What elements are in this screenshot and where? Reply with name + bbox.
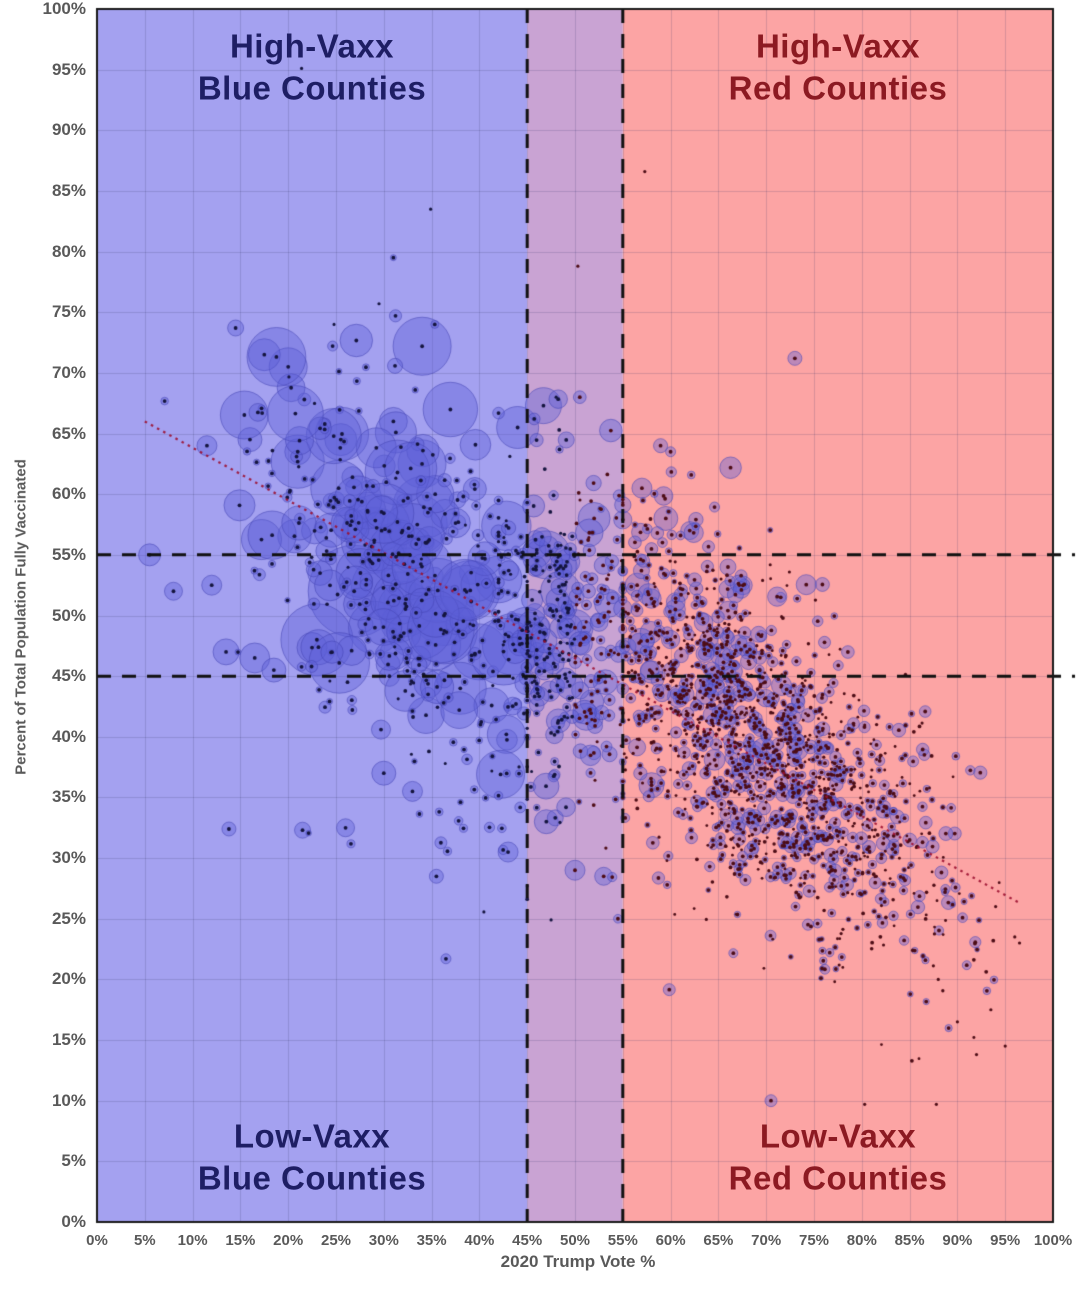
y-tick-label: 25% xyxy=(51,908,86,928)
x-tick-label: 85% xyxy=(894,1232,925,1249)
x-tick-label: 15% xyxy=(225,1232,256,1249)
y-tick-label: 40% xyxy=(51,726,86,746)
x-tick-label: 70% xyxy=(751,1232,782,1249)
quadrant-label-line: High-Vaxx xyxy=(229,27,395,65)
y-tick-label: 20% xyxy=(51,969,86,989)
x-tick-label: 75% xyxy=(798,1232,830,1249)
y-tick-label: 0% xyxy=(61,1212,86,1231)
quadrant-label-low-vaxx-blue: Low-Vaxx Blue Counties xyxy=(198,1115,426,1198)
quadrant-label-low-vaxx-red: Low-Vaxx Red Counties xyxy=(729,1115,948,1198)
y-tick-label: 35% xyxy=(51,787,86,807)
x-tick-label: 65% xyxy=(703,1232,734,1249)
y-tick-label: 10% xyxy=(51,1090,86,1110)
quadrant-label-high-vaxx-red: High-Vaxx Red Counties xyxy=(729,25,948,108)
x-tick-label: 25% xyxy=(320,1232,352,1249)
y-tick-label: 70% xyxy=(51,362,86,382)
quadrant-label-line: Red Counties xyxy=(728,1159,948,1196)
y-tick-label: 30% xyxy=(51,848,86,868)
y-tick-label: 50% xyxy=(51,605,86,625)
x-tick-label: 80% xyxy=(846,1232,877,1249)
x-tick-label: 100% xyxy=(1033,1232,1073,1249)
y-tick-label: 100% xyxy=(42,0,86,18)
y-tick-label: 45% xyxy=(51,666,86,686)
x-tick-label: 35% xyxy=(416,1232,447,1249)
y-tick-label: 55% xyxy=(51,544,86,564)
x-tick-label: 60% xyxy=(655,1232,686,1249)
quadrant-label-line: Blue Counties xyxy=(197,1159,427,1196)
quadrant-label-line: High-Vaxx xyxy=(755,27,921,65)
x-tick-label: 50% xyxy=(559,1232,591,1249)
y-tick-label: 5% xyxy=(61,1151,86,1171)
y-tick-label: 75% xyxy=(51,302,86,322)
x-tick-label: 40% xyxy=(464,1232,495,1249)
y-tick-label: 65% xyxy=(51,423,86,443)
x-tick-label: 5% xyxy=(133,1232,156,1249)
x-tick-label: 10% xyxy=(177,1232,208,1249)
x-tick-label: 0% xyxy=(86,1232,108,1249)
x-tick-label: 20% xyxy=(273,1232,304,1249)
x-tick-label: 90% xyxy=(942,1232,973,1249)
quadrant-label-line: Red Counties xyxy=(728,69,948,106)
y-tick-label: 95% xyxy=(51,59,86,79)
x-tick-label: 30% xyxy=(368,1232,399,1249)
quadrant-label-line: Blue Counties xyxy=(197,69,427,106)
y-tick-label: 15% xyxy=(51,1030,86,1050)
y-tick-label: 80% xyxy=(51,241,86,261)
x-axis-title: 2020 Trump Vote % xyxy=(500,1252,656,1271)
quadrant-label-line: Low-Vaxx xyxy=(759,1117,917,1155)
y-tick-label: 85% xyxy=(51,180,86,200)
x-tick-label: 95% xyxy=(990,1232,1021,1249)
x-tick-label: 55% xyxy=(607,1232,638,1249)
quadrant-label-line: Low-Vaxx xyxy=(233,1117,391,1155)
y-tick-label: 90% xyxy=(51,120,86,140)
x-tick-label: 45% xyxy=(512,1232,543,1249)
y-tick-label: 60% xyxy=(51,484,86,504)
quadrant-label-high-vaxx-blue: High-Vaxx Blue Counties xyxy=(198,25,426,108)
